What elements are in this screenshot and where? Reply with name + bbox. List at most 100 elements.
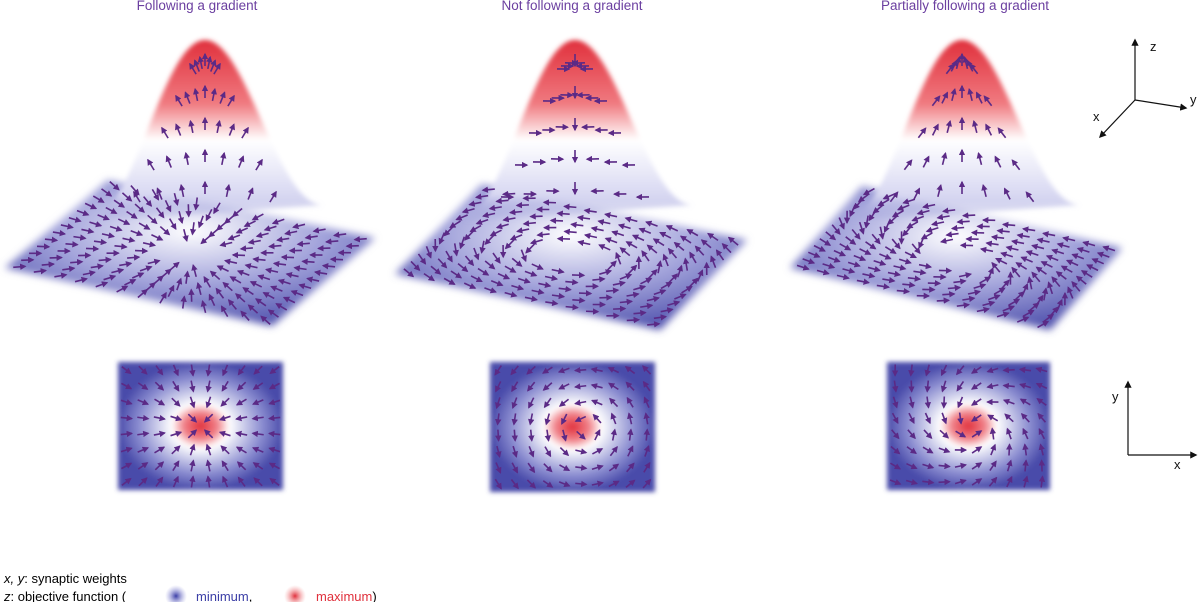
vector-arrow	[833, 249, 847, 257]
vector-arrow	[920, 232, 933, 240]
vector-arrow	[93, 238, 108, 246]
vector-arrow	[459, 236, 466, 250]
vector-arrow	[993, 287, 1006, 295]
vector-arrow	[529, 238, 543, 245]
vector-arrow	[213, 202, 221, 215]
vector-arrow	[403, 268, 415, 278]
vector-arrow	[143, 196, 153, 207]
vector-arrow	[1000, 251, 1014, 258]
vector-arrow	[1002, 398, 1015, 405]
vector-arrow	[298, 283, 312, 290]
vector-arrow	[227, 299, 237, 310]
vector-arrow	[608, 480, 620, 488]
vector-arrow	[176, 277, 183, 291]
vector-arrow	[170, 415, 183, 422]
vector-arrow	[1022, 459, 1029, 472]
vector-arrow	[243, 220, 256, 227]
vector-arrow	[504, 265, 517, 273]
vector-arrow	[92, 195, 105, 203]
vector-arrow	[417, 253, 427, 265]
vector-arrow	[280, 254, 295, 261]
vector-arrow	[612, 280, 626, 287]
vector-arrow	[260, 315, 271, 325]
vector-arrow	[643, 412, 650, 425]
vector-arrow	[508, 208, 523, 216]
vector-arrow	[171, 445, 181, 455]
vector-arrow	[902, 281, 916, 289]
vector-arrow	[121, 382, 133, 390]
vector-arrow	[987, 267, 994, 280]
vector-arrow	[619, 247, 631, 257]
vector-arrow	[660, 281, 673, 290]
vector-arrow	[936, 297, 951, 304]
vector-arrow	[667, 300, 681, 307]
vector-arrow	[936, 183, 943, 198]
minimum-swatch	[165, 585, 187, 602]
vector-arrow	[1006, 459, 1013, 472]
vector-arrow	[137, 462, 149, 470]
vector-arrow	[516, 227, 530, 234]
vector-arrow	[673, 241, 685, 251]
vector-arrow	[940, 364, 948, 377]
vector-arrow	[215, 119, 222, 134]
vector-arrow	[495, 413, 502, 426]
vector-arrow	[21, 256, 35, 264]
vector-arrow	[159, 225, 171, 236]
vector-arrow	[290, 290, 304, 297]
vector-arrow	[972, 119, 979, 134]
vector-arrow	[604, 212, 618, 219]
vector-arrow	[606, 287, 620, 294]
vector-arrow	[182, 228, 189, 243]
vector-arrow	[681, 285, 693, 294]
legend: x, y: synaptic weights z: objective func…	[3, 571, 377, 602]
vector-arrow	[667, 247, 678, 259]
vector-arrow	[969, 63, 979, 75]
vector-arrow	[625, 241, 638, 249]
vector-arrow	[495, 223, 509, 230]
vector-arrow	[1025, 250, 1039, 257]
vector-arrow	[924, 396, 931, 409]
vector-arrow	[645, 220, 658, 227]
vector-arrow	[643, 396, 650, 408]
vector-arrow	[301, 258, 315, 265]
vector-arrow	[842, 267, 856, 274]
vector-arrow	[1091, 258, 1104, 265]
vector-arrow	[468, 200, 482, 207]
vector-arrow	[205, 475, 212, 488]
vector-arrow	[876, 283, 890, 290]
vector-arrow	[193, 59, 200, 72]
vector-arrow	[1003, 187, 1011, 200]
vector-arrow	[597, 219, 611, 226]
vector-arrow	[922, 155, 930, 168]
panel	[5, 40, 375, 490]
vector-arrow	[282, 296, 296, 304]
vector-arrow	[33, 268, 47, 275]
vector-arrow	[220, 305, 229, 318]
vector-arrow	[1022, 427, 1029, 440]
vector-arrow	[561, 429, 568, 442]
vector-arrow	[796, 264, 810, 271]
vector-arrow	[847, 261, 861, 268]
vector-arrow	[101, 188, 113, 197]
vector-arrow	[592, 448, 604, 455]
vector-arrow	[154, 446, 166, 454]
vector-arrow	[237, 476, 246, 487]
vector-arrow	[931, 123, 939, 136]
vector-arrow	[52, 229, 67, 237]
vector-arrow	[865, 241, 877, 250]
vector-arrow	[333, 231, 347, 238]
vector-arrow	[235, 293, 246, 303]
vector-arrow	[1035, 294, 1044, 307]
vector-arrow	[626, 316, 641, 324]
vector-arrow	[175, 94, 183, 107]
vector-arrow	[449, 220, 461, 229]
vector-arrow	[668, 273, 678, 284]
vector-arrow	[561, 413, 568, 425]
vector-arrow	[576, 214, 591, 222]
vector-arrow	[126, 210, 138, 219]
vector-arrow	[156, 187, 163, 200]
vector-arrow	[306, 276, 320, 283]
vector-arrow	[594, 429, 601, 441]
vector-arrow	[477, 267, 490, 276]
vector-arrow	[479, 240, 486, 254]
